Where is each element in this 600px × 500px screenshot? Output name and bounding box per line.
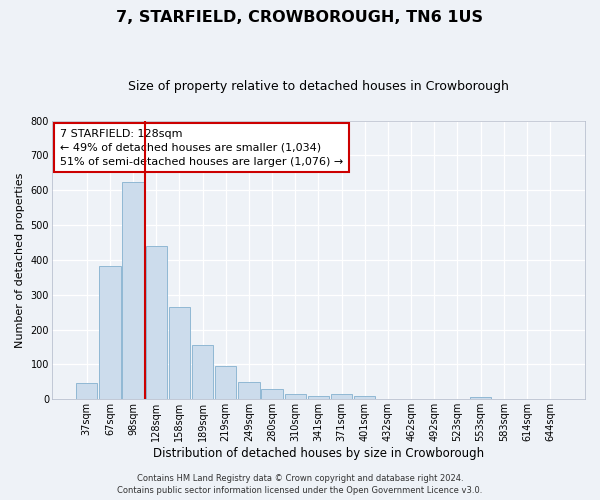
Bar: [238, 382, 260, 400]
Bar: [354, 396, 376, 400]
Bar: [169, 307, 190, 400]
Y-axis label: Number of detached properties: Number of detached properties: [15, 172, 25, 348]
Bar: [308, 396, 329, 400]
Bar: [215, 366, 236, 400]
Bar: [192, 344, 213, 400]
Bar: [262, 389, 283, 400]
Text: 7 STARFIELD: 128sqm
← 49% of detached houses are smaller (1,034)
51% of semi-det: 7 STARFIELD: 128sqm ← 49% of detached ho…: [60, 129, 343, 167]
X-axis label: Distribution of detached houses by size in Crowborough: Distribution of detached houses by size …: [153, 447, 484, 460]
Text: Contains HM Land Registry data © Crown copyright and database right 2024.
Contai: Contains HM Land Registry data © Crown c…: [118, 474, 482, 495]
Bar: [76, 382, 97, 400]
Bar: [284, 394, 306, 400]
Bar: [331, 394, 352, 400]
Bar: [146, 246, 167, 400]
Bar: [99, 266, 121, 400]
Title: Size of property relative to detached houses in Crowborough: Size of property relative to detached ho…: [128, 80, 509, 93]
Text: 7, STARFIELD, CROWBOROUGH, TN6 1US: 7, STARFIELD, CROWBOROUGH, TN6 1US: [116, 10, 484, 25]
Bar: [122, 182, 144, 400]
Bar: [470, 396, 491, 400]
